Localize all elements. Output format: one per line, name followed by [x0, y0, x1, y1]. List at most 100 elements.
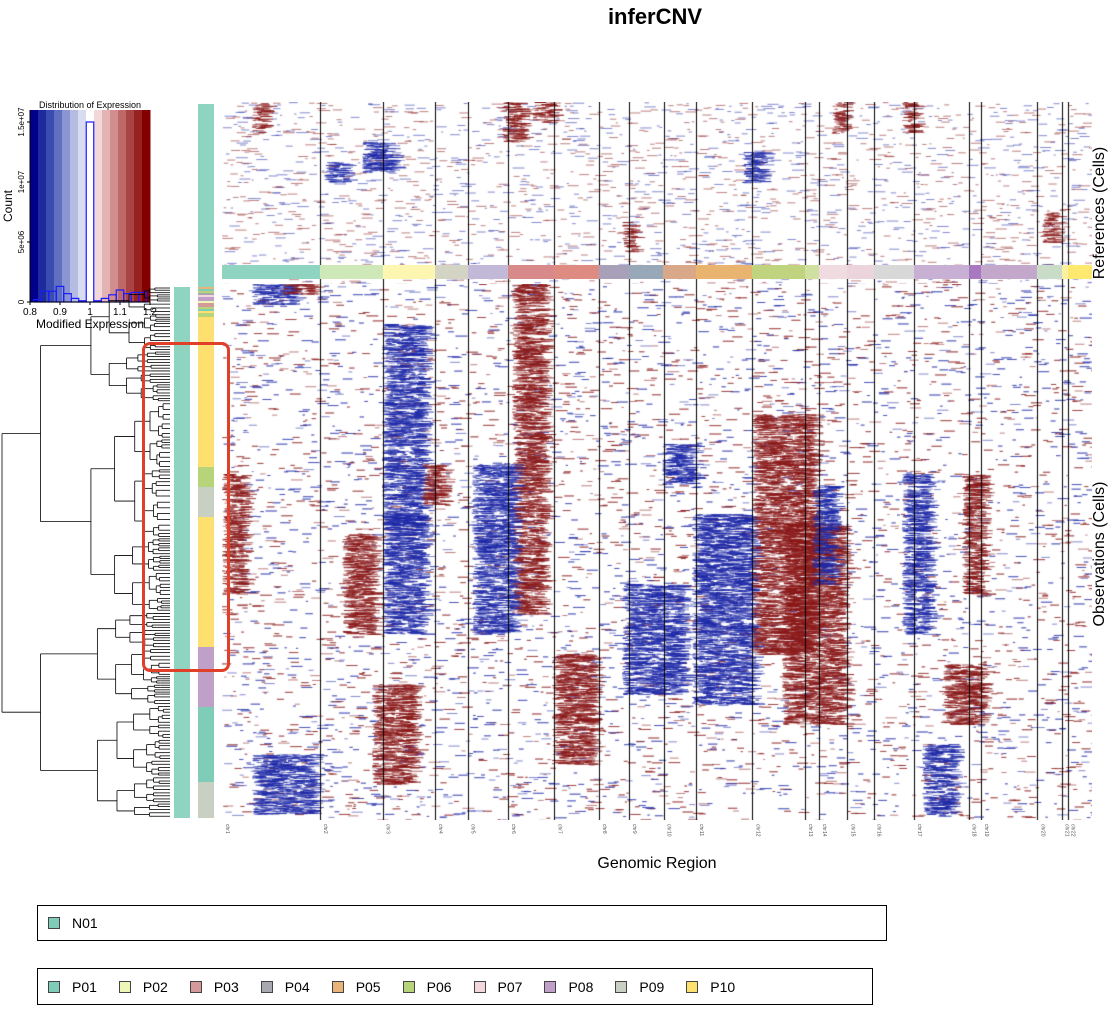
reference-legend: N01 [37, 905, 887, 941]
tick-label-chr18: chr18 [971, 824, 977, 837]
legend-item-p01: P01 [48, 979, 97, 995]
histogram-y-tick-label: 1.5e+07 [17, 107, 26, 137]
group-stripe [198, 309, 214, 311]
histogram-band-1 [38, 110, 47, 302]
histogram-band-5 [70, 110, 79, 302]
histogram-x-tick-label: 1 [87, 307, 93, 318]
chromosome-strip-chr21 [1061, 265, 1068, 279]
group-segment-8 [198, 707, 214, 757]
legend-swatch [473, 980, 486, 993]
reference-annotation-bar [198, 104, 214, 324]
group-stripe [198, 289, 214, 291]
x-axis-label: Genomic Region [597, 855, 717, 872]
legend-item-p04: P04 [260, 978, 310, 995]
tick-label-chr19: chr19 [983, 824, 989, 837]
group-segment-7 [198, 647, 214, 707]
chromosome-strip-chr9 [629, 265, 664, 279]
legend-swatch [48, 980, 60, 993]
histogram-band-0 [30, 110, 39, 302]
tick-label-chr13: chr13 [807, 824, 813, 837]
histogram-y-tick-label: 0 [17, 299, 26, 304]
references-axis-label: References (Cells) [1091, 146, 1108, 280]
chromosome-strip-chr10 [663, 265, 696, 279]
legend-item-p10: P10 [686, 979, 735, 995]
chromosome-strip-chr1 [222, 265, 320, 279]
tick-label-chr9: chr9 [631, 824, 637, 834]
histogram-x-tick-label: 1.2 [143, 307, 157, 318]
legend-label: P08 [568, 978, 594, 995]
legend-swatch [118, 980, 131, 993]
tick-label-chr5: chr5 [470, 824, 476, 834]
observation-heatmap [222, 284, 1092, 820]
group-stripe [198, 297, 214, 299]
legend-item-n01: N01 [48, 915, 98, 931]
tick-label-chr8: chr8 [601, 824, 607, 834]
histogram-band-8 [94, 110, 103, 302]
legend-item-p09: P09 [615, 979, 664, 995]
group-stripe [198, 305, 214, 307]
tick-label-chr7: chr7 [556, 824, 562, 834]
tick-label-chr12: chr12 [754, 824, 760, 837]
group-segment-3 [198, 487, 214, 502]
observation-sample-bar [174, 287, 190, 818]
chromosome-strip-chr16 [873, 265, 915, 279]
histogram-band-2 [46, 110, 55, 302]
group-segment-4 [198, 502, 214, 517]
chromosome-strip-chr20 [1037, 265, 1062, 279]
chromosome-strip-chr11 [695, 265, 753, 279]
legend-label: P03 [213, 978, 239, 995]
tick-label-chr20: chr20 [1039, 824, 1045, 837]
tick-label-chr11: chr11 [698, 824, 704, 836]
group-stripe [198, 307, 214, 309]
group-segment-2 [198, 467, 214, 487]
legend-item-p07: P07 [473, 979, 522, 995]
group-segment-10 [198, 782, 214, 818]
chromosome-color-strip [222, 265, 1092, 279]
chromosome-strip-chr6 [507, 265, 555, 279]
group-stripe [198, 287, 214, 289]
legend-label: P02 [142, 978, 168, 995]
legend-swatch [189, 980, 202, 993]
histogram-band-11 [118, 110, 127, 302]
legend-item-p05: P05 [331, 979, 381, 995]
group-segment-1 [198, 317, 214, 467]
expression-histogram: 0.8 0.9 1 1.1 1.2 0 5e+06 1e+07 1.5e+07 Distribut… [1, 100, 157, 331]
legend-label: P06 [426, 978, 452, 995]
histogram-x-label: Modified Expression [36, 317, 144, 331]
observation-group-bar [198, 287, 214, 818]
chromosome-strip-chr17 [914, 265, 969, 279]
legend-swatch [260, 980, 273, 993]
tick-label-chr14: chr14 [821, 824, 827, 837]
legend-item-p02: P02 [118, 978, 168, 995]
histogram-band-12 [126, 110, 135, 302]
legend-label: N01 [72, 915, 98, 931]
legend-swatch [48, 917, 60, 929]
group-stripe [198, 303, 214, 305]
chromosome-strip-chr4 [435, 265, 468, 279]
histogram-y-tick-label: 5e+06 [17, 230, 26, 253]
histogram-band-6 [78, 110, 87, 302]
chromosome-strip-chr19 [980, 265, 1038, 279]
legend-item-p06: P06 [402, 978, 452, 995]
chromosome-strip-chr12 [752, 265, 805, 279]
histogram-x-tick-label: 0.8 [23, 307, 37, 318]
histogram-band-13 [134, 110, 143, 302]
legend-item-p08: P08 [544, 979, 593, 995]
tick-label-chr21: chr21 [1064, 824, 1070, 837]
observations-axis-label: Observations (Cells) [1091, 481, 1108, 627]
histogram-band-4 [62, 110, 71, 302]
chart-title: inferCNV [607, 4, 703, 29]
legend-item-p03: P03 [189, 978, 239, 995]
group-stripe [198, 295, 214, 297]
highlight-box [142, 342, 230, 672]
legend-swatch [544, 980, 557, 993]
legend-label: P04 [284, 978, 310, 995]
chromosome-strip-chr5 [467, 265, 508, 279]
legend-swatch [615, 980, 628, 993]
legend-label: P09 [639, 978, 665, 995]
group-stripe [198, 301, 214, 303]
group-stripe [198, 291, 214, 293]
tick-label-chr4: chr4 [437, 824, 443, 834]
legend-swatch [686, 980, 699, 993]
tick-label-chr2: chr2 [322, 824, 328, 834]
